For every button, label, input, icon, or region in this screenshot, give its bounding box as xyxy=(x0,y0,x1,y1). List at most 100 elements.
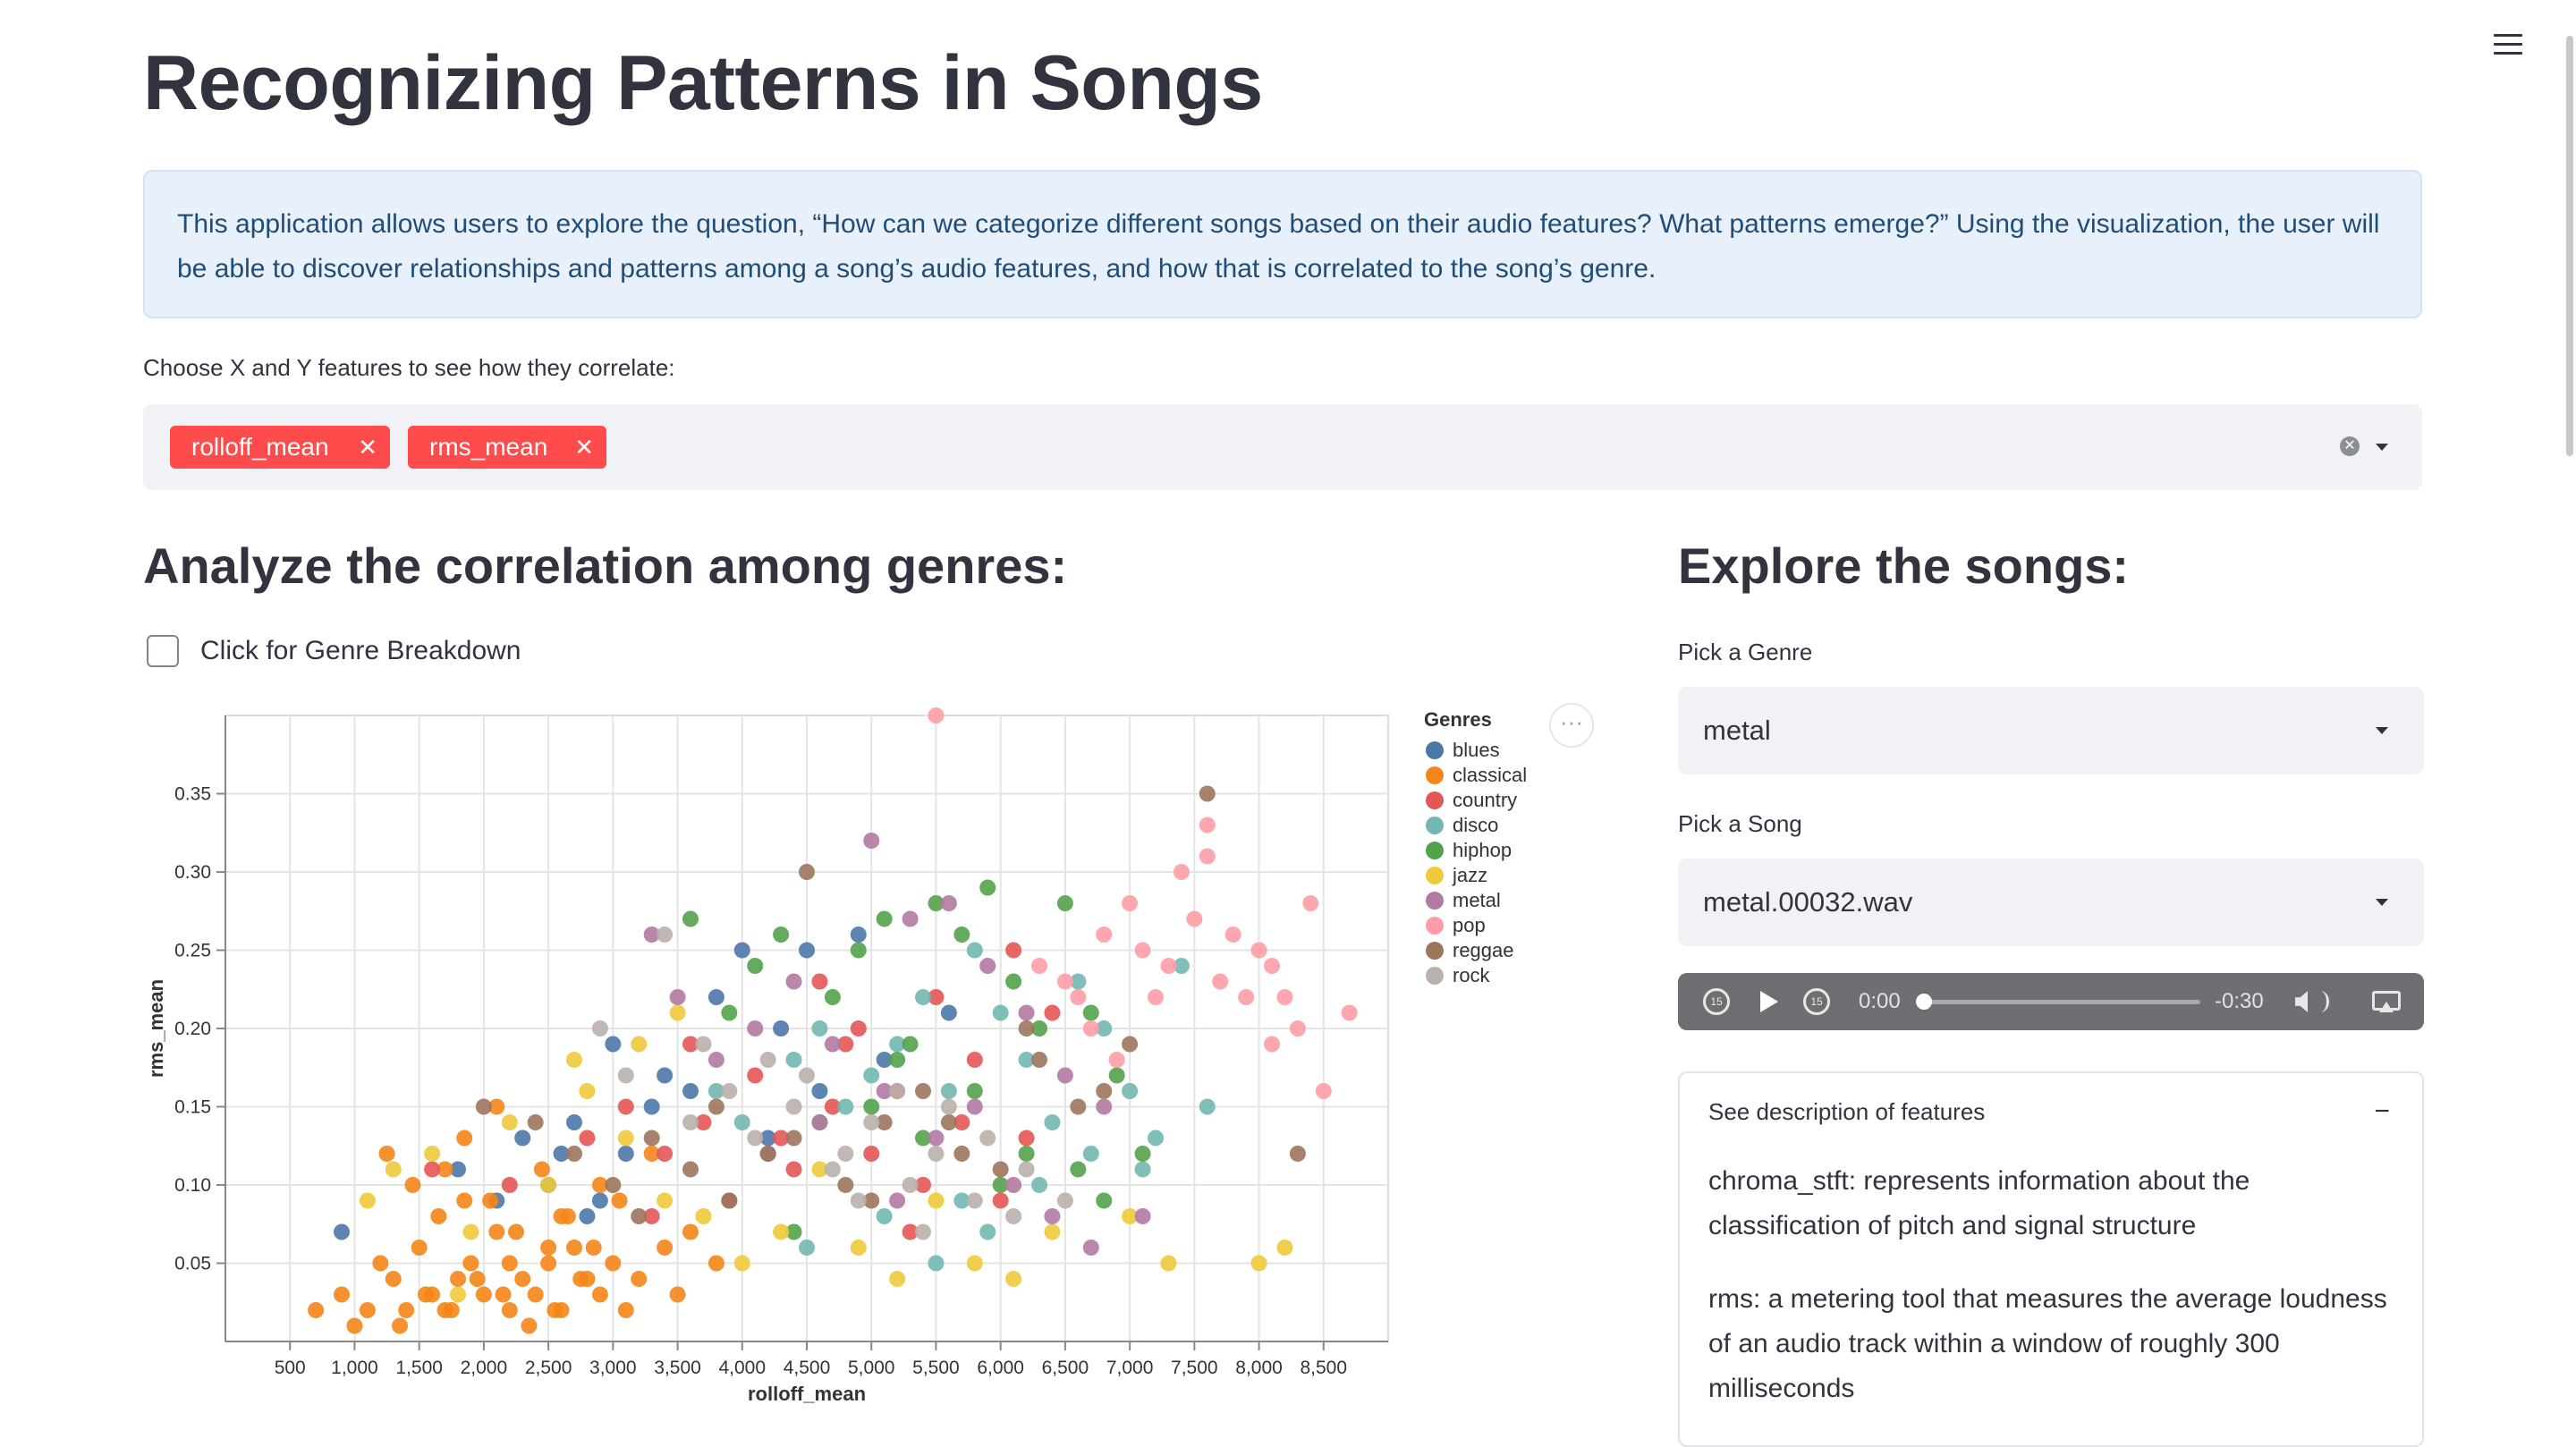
scrollbar-thumb[interactable] xyxy=(2566,36,2573,456)
data-point-disco xyxy=(1044,1114,1061,1130)
hamburger-menu-icon[interactable] xyxy=(2494,34,2522,61)
skip-forward-icon[interactable]: 15 xyxy=(1803,988,1830,1015)
data-point-hiphop xyxy=(876,910,893,927)
song-select-value: metal.00032.wav xyxy=(1703,886,1913,918)
genre-select-label: Pick a Genre xyxy=(1678,639,1813,665)
y-tick-label: 0.20 xyxy=(174,1019,211,1039)
progress-track[interactable] xyxy=(1921,1000,2200,1004)
remove-tag-icon[interactable]: ✕ xyxy=(358,434,377,461)
data-point-reggae xyxy=(631,1208,648,1224)
data-point-classical xyxy=(591,1177,608,1193)
data-point-pop xyxy=(1224,927,1241,943)
data-point-disco xyxy=(966,942,983,959)
data-point-blues xyxy=(579,1208,596,1224)
data-point-rock xyxy=(682,1114,699,1130)
legend-label-jazz: jazz xyxy=(1452,864,1487,886)
feature-description: rms: a metering tool that measures the a… xyxy=(1708,1284,2387,1403)
data-point-rock xyxy=(837,1146,854,1162)
data-point-classical xyxy=(450,1271,466,1287)
feature-multiselect[interactable]: rolloff_mean ✕ rms_mean ✕ ✕ xyxy=(143,404,2422,490)
data-point-country xyxy=(915,1177,931,1193)
genre-breakdown-label[interactable]: Click for Genre Breakdown xyxy=(200,636,521,665)
data-point-classical xyxy=(443,1302,460,1318)
intro-text: This application allows users to explore… xyxy=(177,209,2380,283)
data-point-pop xyxy=(1031,958,1047,974)
data-point-metal xyxy=(708,1052,724,1068)
expander-header[interactable]: See description of features xyxy=(1708,1098,1986,1125)
genre-breakdown-checkbox[interactable] xyxy=(147,635,179,667)
data-point-jazz xyxy=(450,1286,466,1303)
data-point-blues xyxy=(799,942,815,959)
data-point-classical xyxy=(585,1240,602,1256)
legend-label-classical: classical xyxy=(1453,764,1527,786)
data-point-reggae xyxy=(785,1130,802,1147)
data-point-blues xyxy=(643,1098,660,1115)
data-point-disco xyxy=(992,1004,1009,1021)
data-point-metal xyxy=(966,1098,983,1115)
data-point-rock xyxy=(863,1114,880,1130)
remove-tag-icon[interactable]: ✕ xyxy=(574,434,594,461)
data-point-blues xyxy=(617,1146,634,1162)
explore-heading: Explore the songs: xyxy=(1678,537,2130,594)
data-point-reggae xyxy=(1031,1052,1047,1068)
data-point-classical xyxy=(417,1286,434,1303)
data-point-country xyxy=(992,1192,1009,1209)
x-tick-label: 6,500 xyxy=(1042,1358,1089,1378)
data-point-classical xyxy=(508,1223,524,1240)
progress-knob[interactable] xyxy=(1916,994,1932,1010)
data-point-jazz xyxy=(733,1255,750,1272)
genre-select-value: metal xyxy=(1703,715,1771,746)
data-point-blues xyxy=(566,1114,582,1130)
x-tick-label: 7,000 xyxy=(1106,1358,1154,1378)
data-point-classical xyxy=(378,1146,395,1162)
data-point-pop xyxy=(1173,864,1190,880)
data-point-blues xyxy=(553,1146,570,1162)
data-point-classical xyxy=(514,1271,531,1287)
genre-select[interactable]: metal xyxy=(1678,687,2424,774)
volume-icon[interactable] xyxy=(2295,991,2308,1012)
data-point-rock xyxy=(966,1192,983,1209)
scatter-chart[interactable]: 500 1,000 1,500 2,000 2,500 3,000 3,500 4,000 4,… xyxy=(143,698,1628,1413)
skip-back-icon[interactable]: 15 xyxy=(1703,988,1730,1015)
data-point-classical xyxy=(533,1161,550,1178)
data-point-country xyxy=(863,1146,880,1162)
collapse-icon[interactable]: − xyxy=(2374,1096,2390,1126)
x-tick-label: 2,000 xyxy=(461,1358,508,1378)
chevron-down-icon[interactable] xyxy=(2376,444,2388,451)
data-point-jazz xyxy=(617,1130,634,1147)
play-icon[interactable] xyxy=(1760,991,1778,1012)
airplay-triangle-icon xyxy=(2379,1002,2394,1012)
song-select[interactable]: metal.00032.wav xyxy=(1678,859,2424,946)
data-point-reggae xyxy=(1096,1083,1113,1099)
data-point-rock xyxy=(657,927,674,943)
info-alert: This application allows users to explore… xyxy=(143,170,2422,318)
legend-swatch-disco xyxy=(1426,817,1444,834)
data-point-pop xyxy=(1289,1020,1306,1037)
data-point-country xyxy=(657,1146,674,1162)
data-point-hiphop xyxy=(1005,973,1022,990)
data-point-classical xyxy=(495,1286,512,1303)
data-point-reggae xyxy=(799,864,815,880)
data-point-metal xyxy=(876,1083,893,1099)
data-point-metal xyxy=(1005,1177,1022,1193)
data-point-classical xyxy=(501,1255,518,1272)
data-point-metal xyxy=(1096,1098,1113,1115)
data-point-disco xyxy=(863,1067,880,1084)
page-scrollbar[interactable] xyxy=(2563,36,2576,456)
data-point-reggae xyxy=(1070,1098,1087,1115)
data-point-metal xyxy=(824,1036,841,1053)
data-point-metal xyxy=(863,833,880,849)
x-tick-label: 3,500 xyxy=(654,1358,701,1378)
y-tick-label: 0.05 xyxy=(174,1254,211,1274)
data-point-jazz xyxy=(695,1208,712,1224)
data-point-hiphop xyxy=(1056,895,1073,911)
data-point-rock xyxy=(759,1052,776,1068)
chart-actions-icon[interactable]: ··· xyxy=(1549,703,1594,748)
data-point-disco xyxy=(876,1208,893,1224)
features-expander: See description of features − chroma_stf… xyxy=(1678,1071,2424,1447)
data-point-classical xyxy=(682,1223,699,1240)
data-point-pop xyxy=(928,707,945,724)
data-point-jazz xyxy=(669,1004,686,1021)
clear-all-icon[interactable]: ✕ xyxy=(2340,436,2360,456)
data-point-classical xyxy=(404,1177,421,1193)
